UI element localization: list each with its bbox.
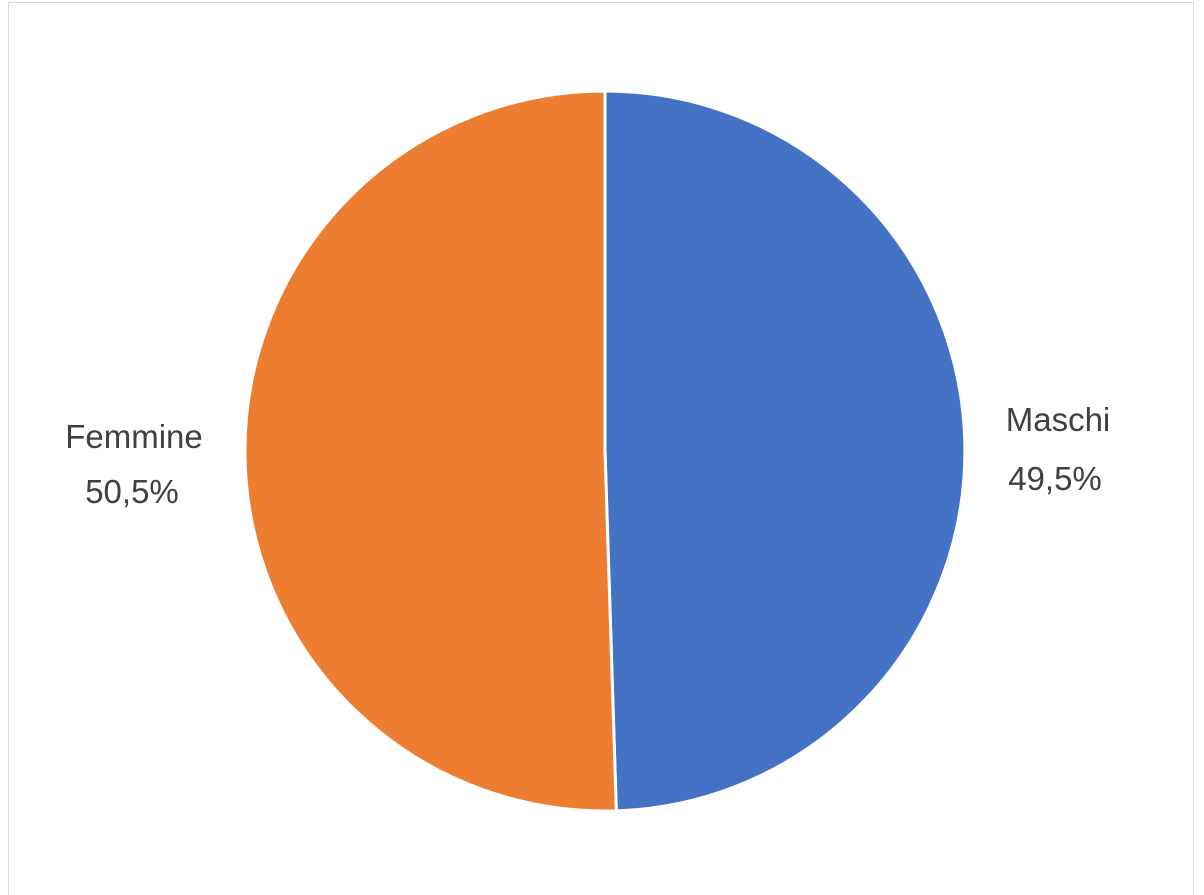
pie-slices (243, 89, 967, 813)
slice-label-femmine-name: Femmine (65, 418, 203, 455)
pie-slice-femmine (243, 89, 618, 813)
pie-slice-maschi (603, 89, 967, 813)
slice-label-maschi-name: Maschi (1006, 401, 1111, 438)
slice-label-femmine-value: 50,5% (85, 473, 179, 510)
slice-label-maschi-value: 49,5% (1008, 460, 1102, 497)
